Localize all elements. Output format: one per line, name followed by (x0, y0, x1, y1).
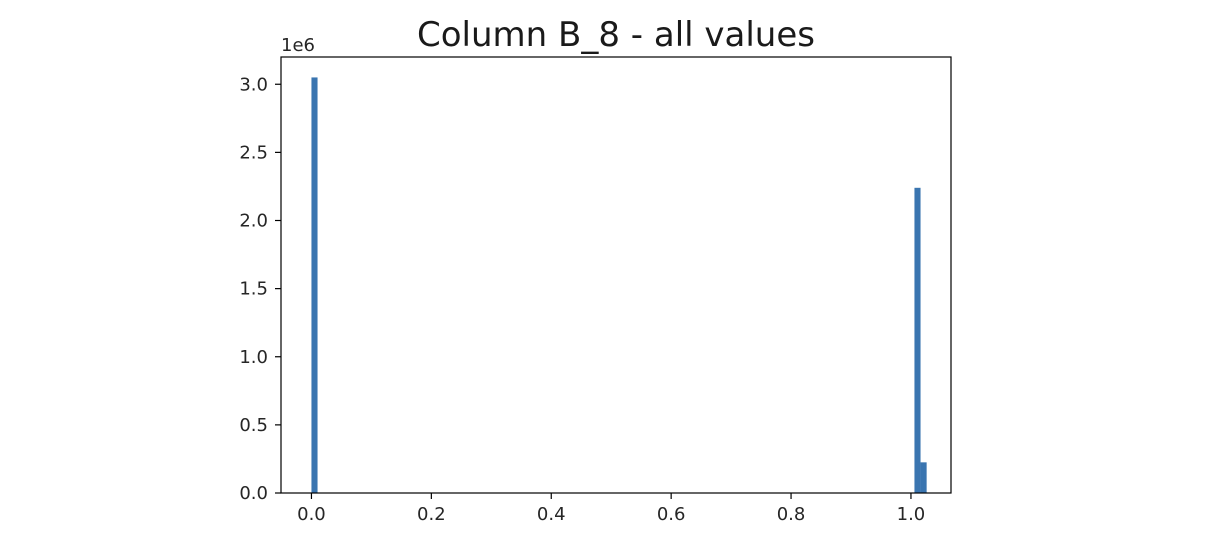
y-axis-offset-label: 1e6 (281, 35, 315, 56)
histogram-bar (914, 187, 921, 494)
y-tick-label: 2.0 (239, 211, 268, 232)
histogram-bar (311, 77, 318, 493)
x-tick-label: 0.2 (417, 504, 446, 525)
y-tick-label: 0.5 (239, 415, 268, 436)
y-axis: 0.0 0.5 1.0 1.5 2.0 2.5 3.0 (239, 74, 281, 504)
chart-title: Column B_8 - all values (417, 15, 815, 55)
y-tick-label: 0.0 (239, 483, 268, 504)
x-tick-label: 0.0 (297, 504, 326, 525)
plot-frame (280, 56, 952, 494)
x-tick-label: 1.0 (897, 504, 926, 525)
bars-layer (311, 77, 927, 494)
histogram-bar (920, 462, 927, 493)
x-axis: 0.0 0.2 0.4 0.6 0.8 1.0 (297, 493, 925, 525)
y-tick-label: 2.5 (239, 142, 268, 163)
x-tick-label: 0.6 (657, 504, 686, 525)
x-tick-label: 0.8 (777, 504, 806, 525)
y-tick-label: 3.0 (239, 74, 268, 95)
y-tick-label: 1.5 (239, 279, 268, 300)
x-tick-label: 0.4 (537, 504, 566, 525)
y-tick-label: 1.0 (239, 347, 268, 368)
